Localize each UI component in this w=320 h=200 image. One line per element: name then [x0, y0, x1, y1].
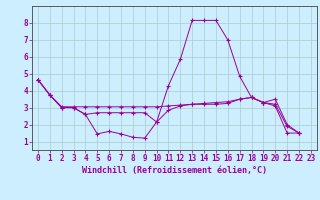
X-axis label: Windchill (Refroidissement éolien,°C): Windchill (Refroidissement éolien,°C) [82, 166, 267, 175]
